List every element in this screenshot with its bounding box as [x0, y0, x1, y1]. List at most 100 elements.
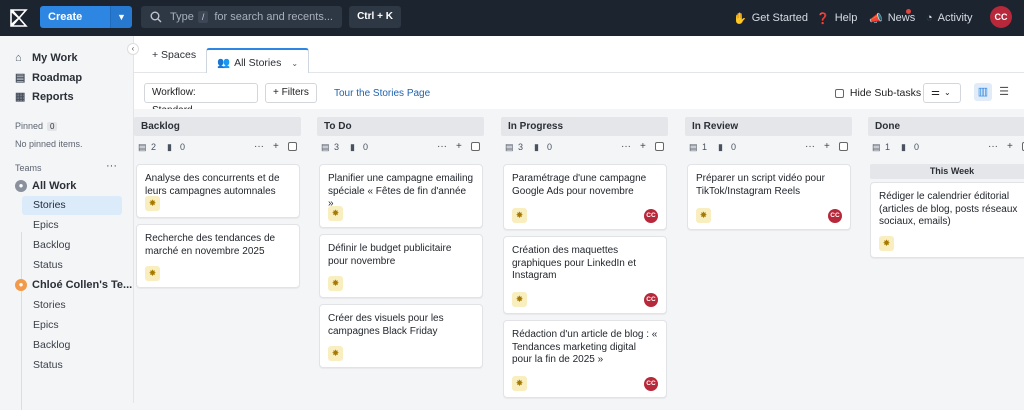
sidebar-sub-epics[interactable]: Epics — [33, 219, 59, 231]
points-icon: ▮ — [718, 142, 723, 152]
story-card[interactable]: Définir le budget publicitaire pour nove… — [319, 234, 483, 298]
sidebar-item-roadmap[interactable]: ▤ Roadmap — [15, 71, 82, 85]
board-view-icon[interactable]: ▥ — [974, 83, 992, 101]
tab-spaces[interactable]: + Spaces — [152, 49, 197, 61]
hide-subtasks-checkbox[interactable] — [835, 88, 844, 98]
column-more-icon[interactable]: ··· — [254, 141, 264, 152]
list-view-icon[interactable]: ☰ — [999, 86, 1009, 98]
column-title[interactable]: To Do — [317, 117, 484, 136]
pinned-label: Pinned — [15, 121, 44, 131]
app-logo-icon[interactable] — [8, 7, 30, 29]
story-card[interactable]: Paramétrage d'une campagne Google Ads po… — [503, 164, 667, 230]
add-story-icon[interactable]: + — [824, 141, 830, 152]
sidebar-item-label: Chloé Collen's Te... — [32, 279, 133, 291]
column-stats: ▤ 3 ▮ 0 ··· + — [501, 136, 668, 158]
group-header: This Week — [870, 164, 1024, 179]
sidebar-item-all-work[interactable]: ● All Work — [15, 180, 76, 192]
points-count: 0 — [180, 142, 186, 152]
column-more-icon[interactable]: ··· — [621, 141, 631, 152]
add-story-icon[interactable]: + — [456, 141, 462, 152]
people-icon: 👥 — [217, 57, 231, 69]
search-placeholder-prefix: Type — [170, 11, 194, 23]
story-title: Créer des visuels pour les campagnes Bla… — [328, 313, 444, 337]
add-story-icon[interactable]: + — [273, 141, 279, 152]
select-all-checkbox[interactable] — [288, 136, 297, 158]
sidebar-sub-stories[interactable]: Stories — [22, 196, 122, 215]
points-count: 0 — [731, 142, 737, 152]
column-more-icon[interactable]: ··· — [437, 141, 447, 152]
column-done: Done ▤ 1 ▮ 0 ··· + This Week Rédiger le calendri… — [868, 117, 1024, 258]
select-all-checkbox[interactable] — [839, 136, 848, 158]
story-card[interactable]: Planifier une campagne emailing spéciale… — [319, 164, 483, 228]
story-card[interactable]: Recherche des tendances de marché en nov… — [136, 224, 300, 288]
priority-icon: ✸ — [879, 236, 894, 251]
wave-hand-icon: ✋ — [733, 12, 747, 25]
search-shortcut-key: / — [197, 11, 209, 23]
help-link[interactable]: ❓ Help — [816, 0, 857, 36]
story-card[interactable]: Rédaction d'un article de blog : « Tenda… — [503, 320, 667, 398]
get-started-link[interactable]: ✋ Get Started — [733, 0, 808, 36]
story-card[interactable]: Analyse des concurrents et de leurs camp… — [136, 164, 300, 218]
create-story-button[interactable]: Create Story ▼ — [40, 6, 132, 28]
owner-avatar[interactable]: CC — [644, 377, 658, 391]
story-card[interactable]: Créer des visuels pour les campagnes Bla… — [319, 304, 483, 368]
select-all-checkbox[interactable] — [1022, 136, 1024, 158]
sidebar-sub-status[interactable]: Status — [33, 259, 63, 271]
priority-icon: ✸ — [512, 208, 527, 223]
story-card[interactable]: Rédiger le calendrier éditorial (article… — [870, 182, 1024, 258]
megaphone-icon: 📣 — [869, 12, 883, 25]
priority-icon: ✸ — [328, 346, 343, 361]
sidebar-sub-backlog[interactable]: Backlog — [33, 239, 71, 251]
sidebar-sub-team-backlog[interactable]: Backlog — [33, 339, 71, 351]
tour-link[interactable]: Tour the Stories Page — [334, 88, 431, 99]
column-title[interactable]: In Progress — [501, 117, 668, 136]
chevron-down-icon: ⌄ — [943, 88, 951, 97]
create-story-label[interactable]: Create Story — [40, 6, 110, 28]
create-dropdown-chevron-icon[interactable]: ▼ — [110, 6, 132, 28]
search-input[interactable]: Type / for search and recents... — [141, 6, 342, 28]
hide-subtasks-label: Hide Sub-tasks — [849, 87, 922, 99]
news-link[interactable]: 📣 News — [869, 0, 915, 36]
sidebar-item-my-work[interactable]: ⌂ My Work — [15, 52, 78, 64]
select-all-checkbox[interactable] — [471, 136, 480, 158]
owner-avatar[interactable]: CC — [828, 209, 842, 223]
filters-button[interactable]: + Filters — [265, 83, 317, 103]
hide-subtasks-toggle[interactable]: Hide Sub-tasks — [835, 87, 921, 99]
points-icon: ▮ — [534, 142, 539, 152]
display-options-button[interactable]: ⚌ ⌄ — [923, 83, 961, 103]
owner-avatar[interactable]: CC — [644, 209, 658, 223]
sidebar-sub-team-stories[interactable]: Stories — [33, 299, 66, 311]
priority-icon: ✸ — [145, 266, 160, 281]
column-title[interactable]: Backlog — [134, 117, 301, 136]
column-title[interactable]: Done — [868, 117, 1024, 136]
sidebar-item-label: All Work — [32, 180, 77, 192]
sidebar-sub-team-status[interactable]: Status — [33, 359, 63, 371]
tab-all-stories[interactable]: 👥 All Stories ⌄ — [206, 48, 309, 73]
tree-guide-line — [21, 232, 22, 410]
news-notification-dot — [906, 9, 911, 14]
points-icon: ▮ — [901, 142, 906, 152]
teams-more-icon[interactable]: ··· — [106, 160, 117, 172]
sidebar-sub-team-epics[interactable]: Epics — [33, 319, 59, 331]
collapse-sidebar-chevron-icon[interactable]: ‹ — [127, 43, 139, 55]
add-story-icon[interactable]: + — [1007, 141, 1013, 152]
column-more-icon[interactable]: ··· — [805, 141, 815, 152]
story-title: Analyse des concurrents et de leurs camp… — [145, 173, 280, 197]
column-in-progress: In Progress ▤ 3 ▮ 0 ··· + Paramétrage d'une cam… — [501, 117, 668, 398]
command-shortcut-button[interactable]: Ctrl + K — [349, 6, 401, 28]
select-all-checkbox[interactable] — [655, 136, 664, 158]
story-card[interactable]: Préparer un script vidéo pour TikTok/Ins… — [687, 164, 851, 230]
column-more-icon[interactable]: ··· — [988, 141, 998, 152]
sidebar-item-reports[interactable]: ▦ Reports — [15, 90, 74, 104]
sidebar-item-team[interactable]: ● Chloé Collen's Te... — [15, 279, 132, 291]
workflow-select[interactable]: Workflow: Standard⌄ — [144, 83, 258, 116]
news-label: News — [887, 12, 916, 24]
search-placeholder-suffix: for search and recents... — [214, 11, 333, 23]
add-story-icon[interactable]: + — [640, 141, 646, 152]
owner-avatar[interactable]: CC — [644, 293, 658, 307]
user-avatar[interactable]: CC — [990, 6, 1012, 28]
story-card[interactable]: Création des maquettes graphiques pour L… — [503, 236, 667, 314]
activity-link[interactable]: ◔ Activity — [926, 0, 973, 36]
teams-heading: Teams — [15, 163, 42, 173]
column-title[interactable]: In Review — [685, 117, 852, 136]
